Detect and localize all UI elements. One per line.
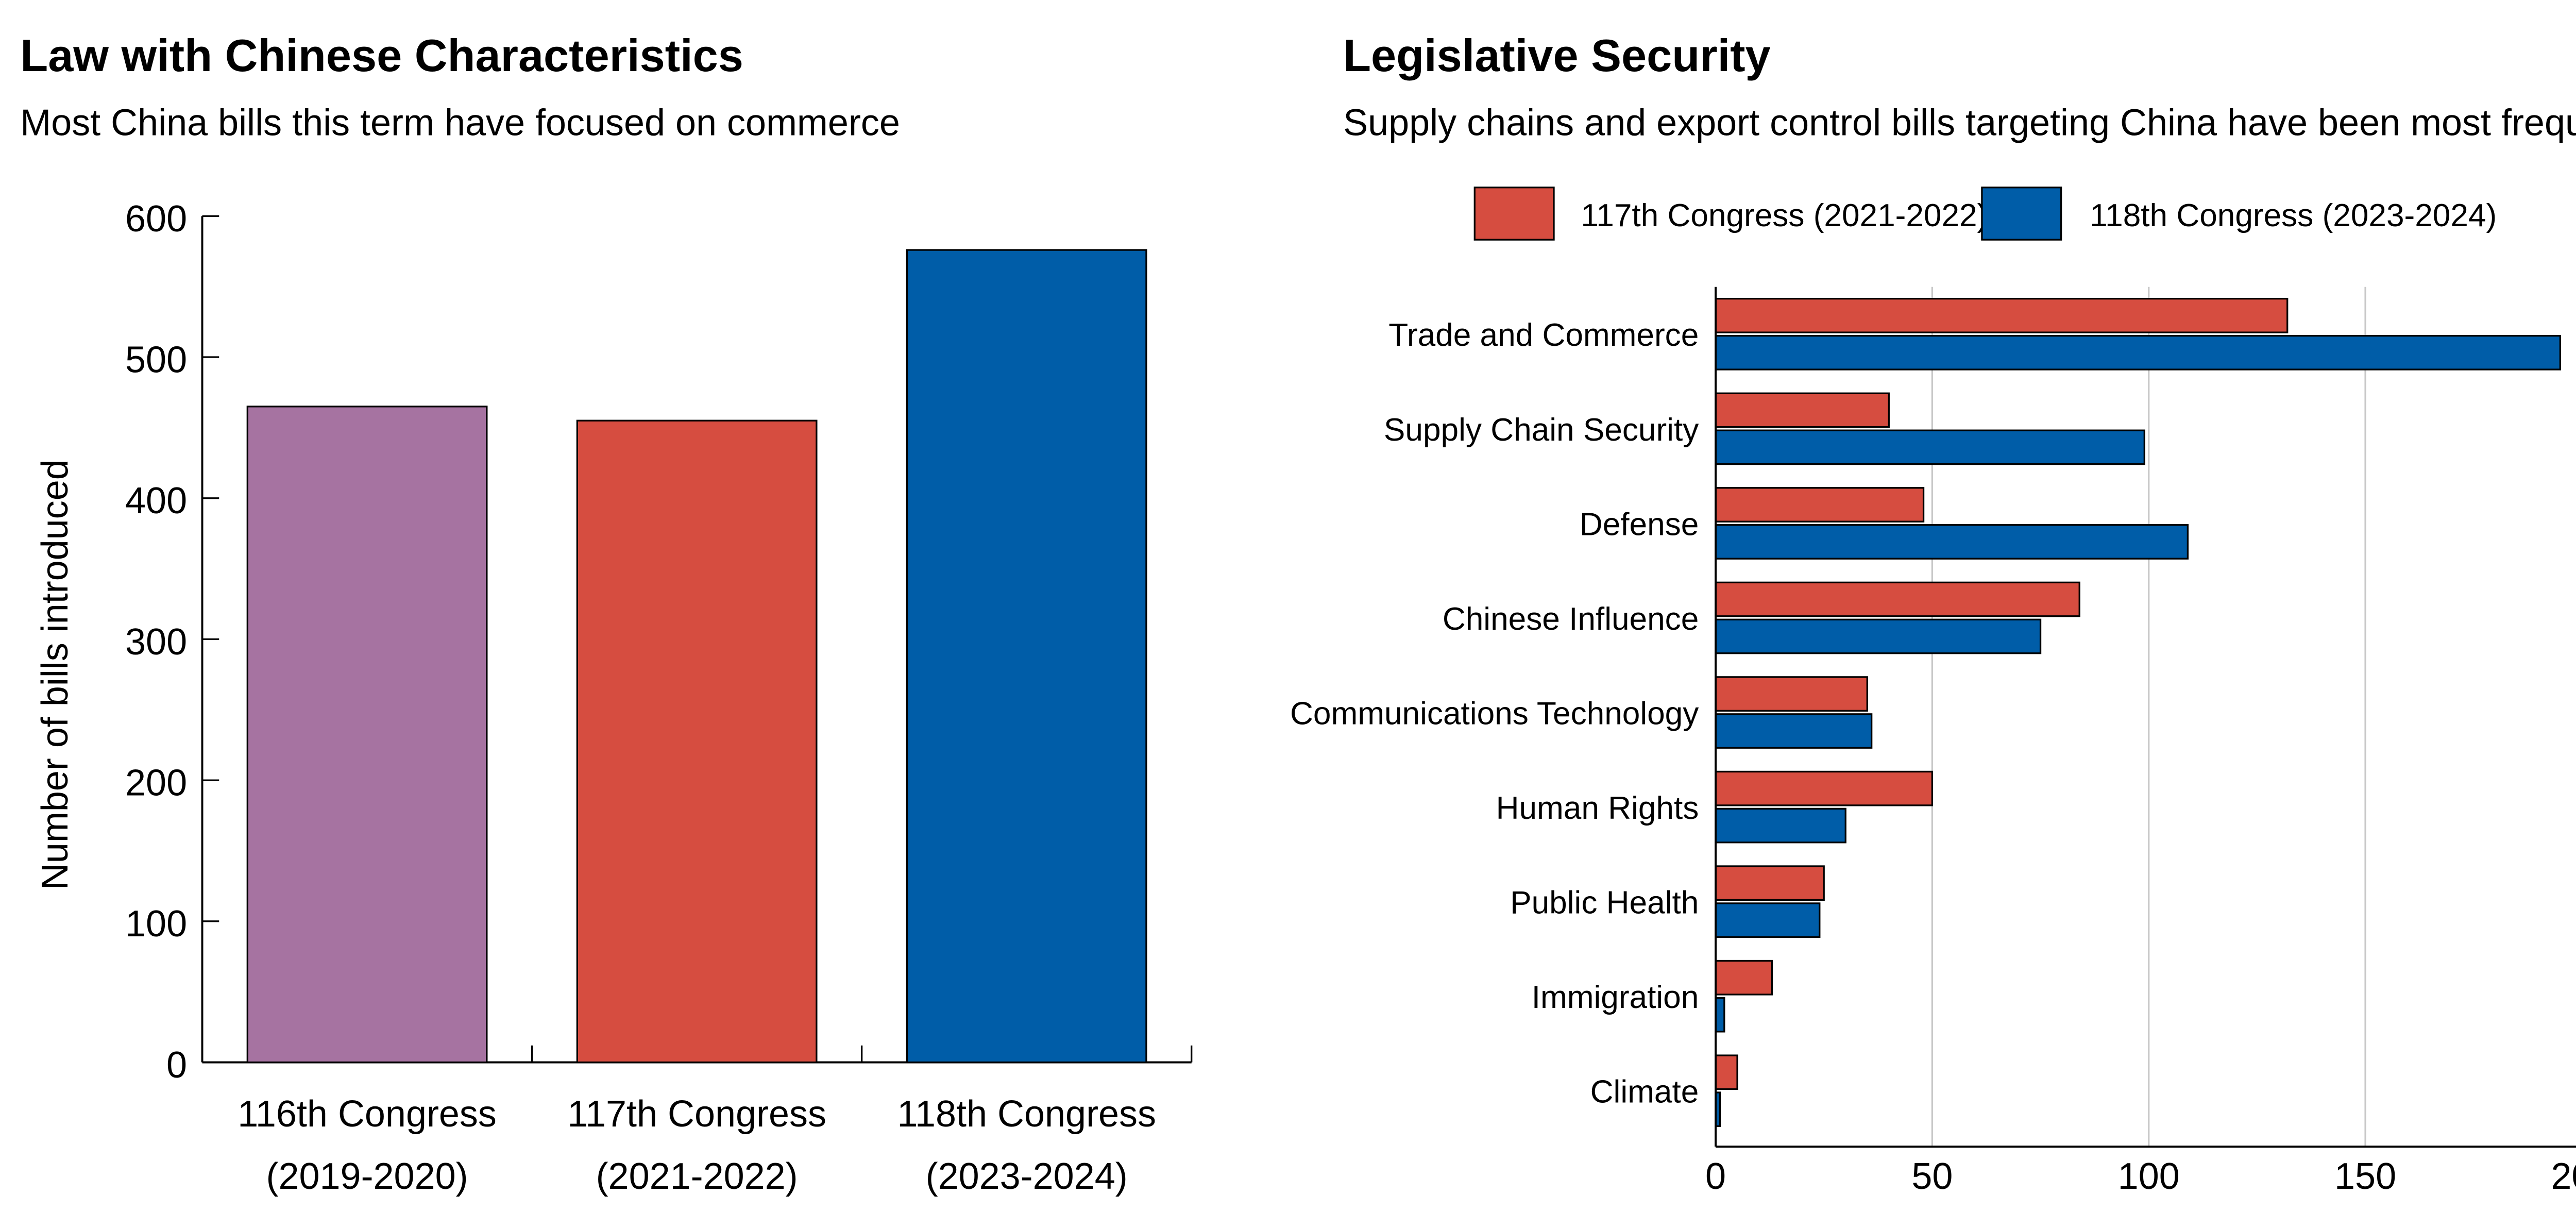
x-tick-label: 150 [2334,1156,2396,1197]
category-label: Supply Chain Security [1384,412,1699,448]
category-label: Immigration [1532,980,1699,1015]
category-label: Human Rights [1496,790,1699,826]
bar-117th [1715,581,2080,617]
y-tick-label: 500 [125,339,187,380]
bar-117th [1715,298,2289,333]
bar-117th [1715,865,1825,901]
legend-swatch-117th [1473,187,1555,241]
bar-118th [906,249,1147,1064]
left-chart-title: Law with Chinese Characteristics [20,30,743,81]
x-tick-label-years: (2019-2020) [266,1156,468,1197]
bar-118th [1715,808,1846,844]
category-label: Trade and Commerce [1388,317,1699,353]
y-tick-label: 400 [125,480,187,522]
left-chart-subtitle: Most China bills this term have focused … [20,102,900,143]
bar-118th [1715,429,2145,465]
bar-116th [246,406,488,1064]
bar-117th [1715,770,1934,806]
bar-117th [1715,676,1868,712]
bar-118th [1715,524,2189,560]
y-tick-label: 600 [125,198,187,240]
legend-label-117th: 117th Congress (2021-2022) [1581,198,1988,233]
bar-117th [1715,960,1773,996]
y-tick-label: 300 [125,621,187,663]
y-tick-label: 200 [125,763,187,804]
category-label: Climate [1590,1074,1699,1110]
category-label: Public Health [1510,885,1699,921]
right-chart-subtitle: Supply chains and export control bills t… [1343,102,2576,143]
x-tick-label: 118th Congress [897,1094,1156,1135]
bar-117th [1715,392,1890,428]
x-tick-label-years: (2021-2022) [596,1156,798,1197]
category-label: Defense [1580,507,1699,542]
bar-118th [1715,997,1725,1033]
x-tick-label: 117th Congress [567,1094,826,1135]
x-tick-label-years: (2023-2024) [926,1156,1128,1197]
right-chart-title: Legislative Security [1343,30,1771,81]
y-tick-label: 100 [125,903,187,945]
x-tick-label: 0 [1705,1156,1726,1197]
x-tick-label: 200 [2551,1156,2576,1197]
category-label: Chinese Influence [1443,601,1699,637]
bar-118th [1715,618,2042,654]
legend-swatch-118th [1981,187,2062,241]
bar-117th [1715,487,1925,523]
x-tick-label: 50 [1911,1156,1953,1197]
y-tick-label: 0 [166,1045,187,1086]
x-tick-label: 116th Congress [238,1094,497,1135]
bar-118th [1715,713,1873,749]
legend-label-118th: 118th Congress (2023-2024) [2090,198,2497,233]
category-label: Communications Technology [1290,696,1699,731]
left-y-axis-label: Number of bills introduced [35,459,76,890]
x-tick-label: 100 [2118,1156,2180,1197]
bar-118th [1715,902,1821,938]
bar-118th [1715,334,2562,371]
bar-117th [576,419,818,1064]
bar-117th [1715,1054,1738,1090]
